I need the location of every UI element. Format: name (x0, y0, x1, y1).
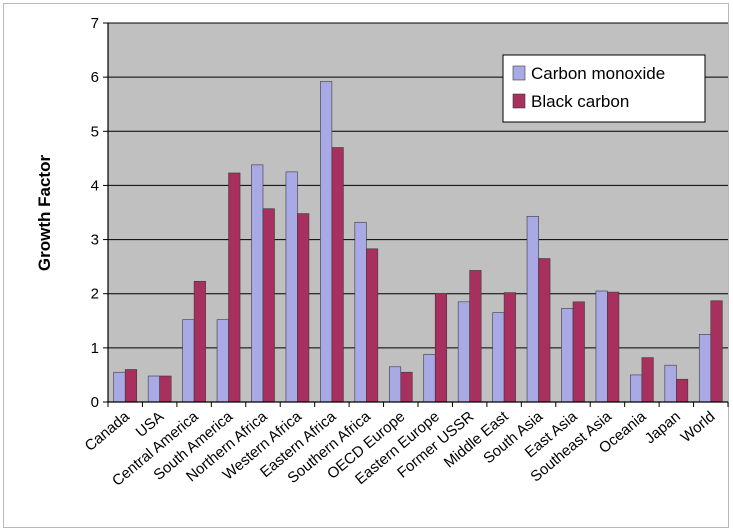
bar-black-carbon (159, 375, 172, 403)
bar-carbon-monoxide (457, 301, 470, 403)
bar-black-carbon (297, 213, 310, 403)
bar-black-carbon (641, 357, 654, 403)
x-tick-label: Japan (642, 408, 684, 447)
y-tick-label: 5 (91, 123, 99, 140)
bar-black-carbon (434, 293, 448, 403)
y-tick-label: 4 (91, 177, 99, 194)
bar-carbon-monoxide (285, 171, 298, 403)
y-tick-labels: 0 1 2 3 4 5 6 7 (91, 15, 99, 411)
y-tick-label: 0 (91, 394, 99, 411)
y-tick-label: 6 (91, 69, 99, 86)
legend-label-carbon-monoxide: Carbon monoxide (531, 64, 665, 83)
bar-black-carbon (572, 301, 585, 403)
bar-carbon-monoxide (698, 334, 712, 403)
y-tick-label: 7 (91, 15, 99, 32)
y-tick-label: 2 (91, 286, 99, 303)
axes (103, 22, 729, 407)
bar-carbon-monoxide (561, 308, 574, 403)
bar-black-carbon (607, 291, 620, 403)
bar-carbon-monoxide (251, 164, 264, 403)
bar-black-carbon (469, 270, 482, 403)
legend-box (502, 54, 706, 123)
bar-black-carbon (710, 300, 723, 403)
bar-carbon-monoxide (526, 215, 539, 403)
bar-black-carbon (124, 369, 138, 403)
bar-carbon-monoxide (630, 374, 643, 403)
bar-black-carbon (228, 172, 241, 403)
bar-carbon-monoxide (492, 312, 505, 403)
legend-swatch-black-carbon (512, 93, 526, 109)
legend-swatch-carbon-monoxide (512, 65, 526, 81)
bar-carbon-monoxide (320, 81, 333, 403)
y-axis-label: Growth Factor (35, 155, 54, 272)
bar-carbon-monoxide (595, 290, 608, 403)
bar-black-carbon (538, 258, 551, 403)
x-tick-label: Canada (82, 408, 134, 455)
bar-carbon-monoxide (182, 319, 195, 403)
bar-carbon-monoxide (423, 354, 436, 403)
y-tick-label: 1 (91, 340, 99, 357)
bar-carbon-monoxide (113, 371, 126, 403)
bar-black-carbon (262, 208, 275, 403)
bar-carbon-monoxide (147, 375, 160, 403)
bar-black-carbon (366, 248, 379, 403)
bar-black-carbon (676, 378, 689, 403)
bar-carbon-monoxide (354, 221, 367, 403)
y-tick-label: 3 (91, 232, 99, 249)
bar-black-carbon (400, 371, 413, 403)
legend-label-black-carbon: Black carbon (531, 92, 629, 111)
bar-carbon-monoxide (216, 319, 229, 403)
x-tick-label: World (678, 408, 719, 446)
legend: Carbon monoxide Black carbon (502, 54, 706, 123)
bar-carbon-monoxide (664, 364, 677, 403)
bar-black-carbon (331, 147, 344, 403)
bar-carbon-monoxide (388, 366, 402, 403)
bar-black-carbon (193, 280, 206, 403)
bars (113, 81, 723, 403)
bar-black-carbon (503, 292, 516, 403)
